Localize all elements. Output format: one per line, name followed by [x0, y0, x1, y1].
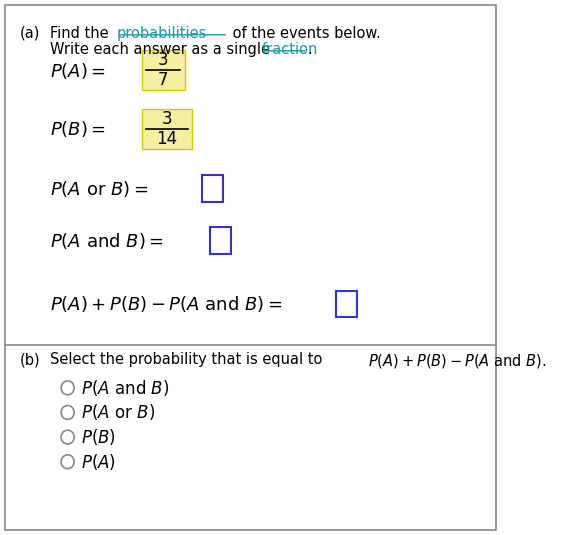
Text: $P\left(B\right) = $: $P\left(B\right) = $: [50, 119, 106, 140]
Text: $P\left(A\ \mathrm{or}\ B\right)$: $P\left(A\ \mathrm{or}\ B\right)$: [81, 402, 155, 423]
FancyBboxPatch shape: [142, 50, 185, 90]
FancyBboxPatch shape: [336, 291, 356, 317]
Text: $P\left(A\right) = $: $P\left(A\right) = $: [50, 60, 106, 81]
FancyBboxPatch shape: [210, 227, 231, 254]
Text: Select the probability that is equal to: Select the probability that is equal to: [50, 352, 327, 367]
Text: $P\left(A\right)+P\left(B\right)-P\left(A\ \mathrm{and}\ B\right).$: $P\left(A\right)+P\left(B\right)-P\left(…: [368, 352, 547, 370]
Text: .: .: [307, 42, 312, 57]
Text: $P\left(A\right) + P\left(B\right) - P\left(A\ \mathrm{and}\ B\right) = $: $P\left(A\right) + P\left(B\right) - P\l…: [50, 294, 283, 314]
Text: $P\left(A\right)$: $P\left(A\right)$: [81, 452, 116, 472]
Text: 3: 3: [158, 51, 169, 70]
Text: of the events below.: of the events below.: [228, 26, 381, 41]
Text: $P\left(A\ \mathrm{and}\ B\right) = $: $P\left(A\ \mathrm{and}\ B\right) = $: [50, 231, 164, 251]
Text: 7: 7: [158, 71, 169, 89]
Text: $P\left(A\ \mathrm{or}\ B\right) = $: $P\left(A\ \mathrm{or}\ B\right) = $: [50, 179, 148, 199]
Text: 3: 3: [162, 110, 173, 128]
FancyBboxPatch shape: [202, 175, 223, 202]
Text: (a): (a): [20, 26, 41, 41]
FancyBboxPatch shape: [142, 109, 192, 149]
Text: fraction: fraction: [262, 42, 318, 57]
Text: Find the: Find the: [50, 26, 113, 41]
Text: $P\left(B\right)$: $P\left(B\right)$: [81, 427, 116, 447]
FancyBboxPatch shape: [5, 5, 496, 530]
Text: (b): (b): [20, 352, 41, 367]
Text: $P\left(A\ \mathrm{and}\ B\right)$: $P\left(A\ \mathrm{and}\ B\right)$: [81, 378, 170, 398]
Text: probabilities: probabilities: [117, 26, 207, 41]
Text: 14: 14: [157, 129, 178, 148]
Text: Write each answer as a single: Write each answer as a single: [50, 42, 275, 57]
